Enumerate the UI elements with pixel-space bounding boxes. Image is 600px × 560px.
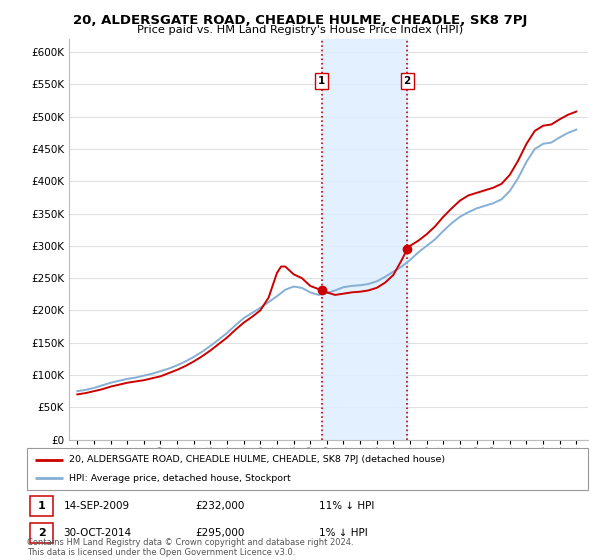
Text: Contains HM Land Registry data © Crown copyright and database right 2024.
This d: Contains HM Land Registry data © Crown c…	[27, 538, 353, 557]
Text: 1: 1	[318, 76, 325, 86]
Text: 11% ↓ HPI: 11% ↓ HPI	[319, 501, 374, 511]
Text: 20, ALDERSGATE ROAD, CHEADLE HULME, CHEADLE, SK8 7PJ (detached house): 20, ALDERSGATE ROAD, CHEADLE HULME, CHEA…	[69, 455, 445, 464]
Text: 2: 2	[404, 76, 411, 86]
Text: 1% ↓ HPI: 1% ↓ HPI	[319, 528, 367, 538]
FancyBboxPatch shape	[30, 522, 53, 543]
FancyBboxPatch shape	[30, 496, 53, 516]
FancyBboxPatch shape	[27, 448, 588, 490]
Text: £295,000: £295,000	[196, 528, 245, 538]
Text: £232,000: £232,000	[196, 501, 245, 511]
Bar	[322, 39, 407, 440]
Text: 30-OCT-2014: 30-OCT-2014	[64, 528, 131, 538]
Text: Price paid vs. HM Land Registry's House Price Index (HPI): Price paid vs. HM Land Registry's House …	[137, 25, 463, 35]
Text: 1: 1	[38, 501, 46, 511]
Text: HPI: Average price, detached house, Stockport: HPI: Average price, detached house, Stoc…	[69, 474, 291, 483]
Text: 20, ALDERSGATE ROAD, CHEADLE HULME, CHEADLE, SK8 7PJ: 20, ALDERSGATE ROAD, CHEADLE HULME, CHEA…	[73, 14, 527, 27]
Text: 2: 2	[38, 528, 46, 538]
Text: 14-SEP-2009: 14-SEP-2009	[64, 501, 130, 511]
